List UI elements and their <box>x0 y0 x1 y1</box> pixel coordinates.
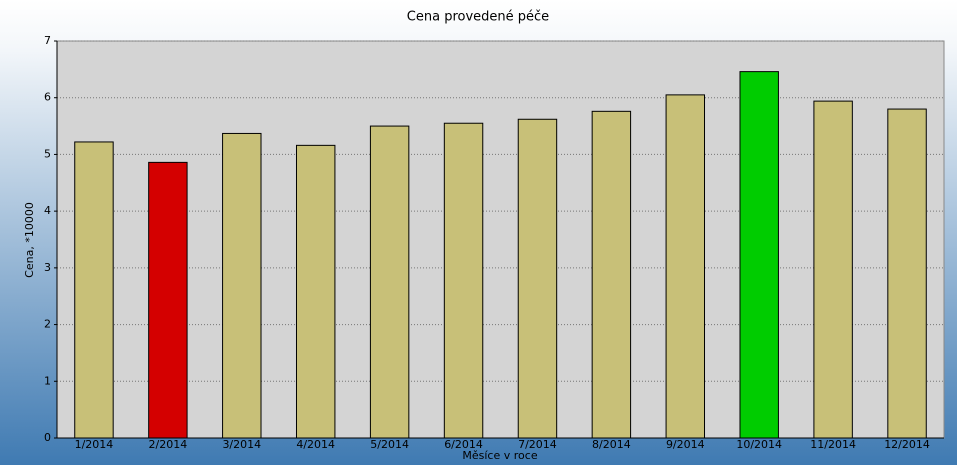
bar <box>887 108 927 439</box>
y-tick-label: 3 <box>44 261 51 274</box>
bar <box>74 141 114 439</box>
x-tick-label: 12/2014 <box>884 438 930 451</box>
y-axis-label: Cena, *10000 <box>23 202 36 278</box>
chart-title: Cena provedené péče <box>407 10 549 25</box>
bar <box>369 125 410 439</box>
x-tick-label: 4/2014 <box>296 438 335 451</box>
x-tick-label: 2/2014 <box>149 438 188 451</box>
x-axis-label: Měsíce v roce <box>462 449 537 462</box>
x-tick-label: 3/2014 <box>222 438 261 451</box>
y-tick-label: 0 <box>44 431 51 444</box>
bar <box>813 100 853 439</box>
bar <box>591 110 632 439</box>
x-tick-label: 5/2014 <box>370 438 409 451</box>
x-tick-label: 6/2014 <box>444 438 483 451</box>
bar <box>222 132 262 439</box>
bar <box>665 94 706 439</box>
bar <box>443 122 484 439</box>
bar <box>295 144 336 439</box>
y-tick-label: 5 <box>44 147 51 160</box>
y-tick-label: 4 <box>44 204 51 217</box>
y-tick-label: 1 <box>44 374 51 387</box>
plot-area <box>56 40 945 439</box>
x-tick-label: 7/2014 <box>518 438 557 451</box>
bar <box>739 71 779 439</box>
y-tick-label: 7 <box>44 34 51 47</box>
y-tick-label: 2 <box>44 318 51 331</box>
x-tick-label: 9/2014 <box>666 438 705 451</box>
x-tick-label: 1/2014 <box>75 438 114 451</box>
x-tick-label: 10/2014 <box>736 438 782 451</box>
bar <box>148 161 188 439</box>
bar <box>517 118 558 439</box>
y-tick-label: 6 <box>44 91 51 104</box>
x-tick-label: 11/2014 <box>810 438 856 451</box>
x-tick-label: 8/2014 <box>592 438 631 451</box>
